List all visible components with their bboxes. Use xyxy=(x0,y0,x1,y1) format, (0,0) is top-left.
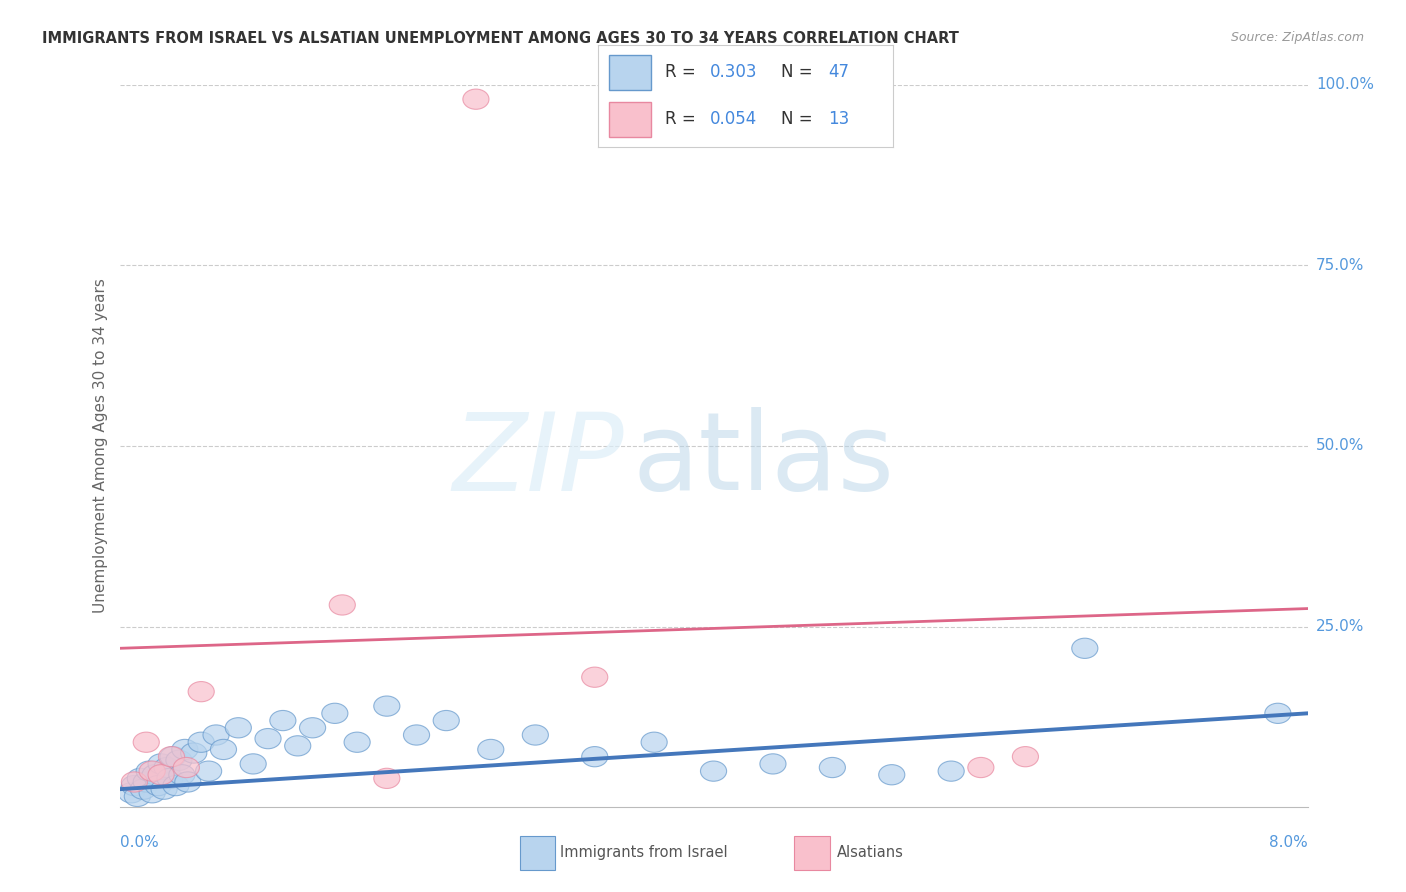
Ellipse shape xyxy=(136,761,162,781)
Text: Alsatians: Alsatians xyxy=(837,846,904,860)
Ellipse shape xyxy=(1071,638,1098,658)
Ellipse shape xyxy=(159,747,184,767)
Ellipse shape xyxy=(188,732,214,752)
Text: 13: 13 xyxy=(828,111,849,128)
Ellipse shape xyxy=(211,739,236,760)
Text: ZIP: ZIP xyxy=(453,408,624,513)
Ellipse shape xyxy=(270,710,295,731)
Ellipse shape xyxy=(202,725,229,745)
Ellipse shape xyxy=(139,782,166,803)
Ellipse shape xyxy=(139,761,166,781)
Ellipse shape xyxy=(404,725,430,745)
Y-axis label: Unemployment Among Ages 30 to 34 years: Unemployment Among Ages 30 to 34 years xyxy=(93,278,108,614)
FancyBboxPatch shape xyxy=(609,55,651,90)
Ellipse shape xyxy=(155,757,180,778)
Text: Immigrants from Israel: Immigrants from Israel xyxy=(560,846,727,860)
Text: 47: 47 xyxy=(828,63,849,81)
Ellipse shape xyxy=(700,761,727,781)
Ellipse shape xyxy=(145,775,172,796)
Text: 50.0%: 50.0% xyxy=(1316,439,1364,453)
Ellipse shape xyxy=(181,743,207,764)
Text: 75.0%: 75.0% xyxy=(1316,258,1364,273)
Ellipse shape xyxy=(254,729,281,748)
Ellipse shape xyxy=(173,757,200,778)
Ellipse shape xyxy=(582,667,607,688)
Ellipse shape xyxy=(150,779,177,799)
Ellipse shape xyxy=(148,754,174,774)
Text: atlas: atlas xyxy=(633,408,894,514)
Ellipse shape xyxy=(174,772,201,792)
Ellipse shape xyxy=(166,750,193,771)
Text: IMMIGRANTS FROM ISRAEL VS ALSATIAN UNEMPLOYMENT AMONG AGES 30 TO 34 YEARS CORREL: IMMIGRANTS FROM ISRAEL VS ALSATIAN UNEMP… xyxy=(42,31,959,46)
Ellipse shape xyxy=(284,736,311,756)
Ellipse shape xyxy=(124,787,150,806)
Ellipse shape xyxy=(131,779,156,799)
Ellipse shape xyxy=(127,768,153,789)
Text: R =: R = xyxy=(665,111,702,128)
Text: R =: R = xyxy=(665,63,702,81)
Ellipse shape xyxy=(879,764,905,785)
Ellipse shape xyxy=(225,718,252,738)
Ellipse shape xyxy=(433,710,460,731)
Ellipse shape xyxy=(938,761,965,781)
Ellipse shape xyxy=(299,718,326,738)
Ellipse shape xyxy=(169,764,195,785)
Ellipse shape xyxy=(148,764,174,785)
Ellipse shape xyxy=(160,747,186,767)
Ellipse shape xyxy=(374,768,399,789)
Text: 0.0%: 0.0% xyxy=(120,835,159,850)
Ellipse shape xyxy=(172,739,198,760)
Ellipse shape xyxy=(121,775,148,796)
Text: Source: ZipAtlas.com: Source: ZipAtlas.com xyxy=(1230,31,1364,45)
Ellipse shape xyxy=(195,761,222,781)
Ellipse shape xyxy=(163,775,188,796)
Ellipse shape xyxy=(157,768,183,789)
Text: 8.0%: 8.0% xyxy=(1268,835,1308,850)
FancyBboxPatch shape xyxy=(609,102,651,137)
Text: 100.0%: 100.0% xyxy=(1316,78,1374,92)
Ellipse shape xyxy=(329,595,356,615)
Ellipse shape xyxy=(478,739,503,760)
Ellipse shape xyxy=(759,754,786,774)
Ellipse shape xyxy=(134,732,159,752)
Ellipse shape xyxy=(374,696,399,716)
Ellipse shape xyxy=(522,725,548,745)
Ellipse shape xyxy=(344,732,370,752)
Text: 25.0%: 25.0% xyxy=(1316,619,1364,634)
Ellipse shape xyxy=(118,782,145,803)
Ellipse shape xyxy=(134,772,159,792)
Ellipse shape xyxy=(967,757,994,778)
Ellipse shape xyxy=(142,764,169,785)
Ellipse shape xyxy=(641,732,668,752)
Ellipse shape xyxy=(188,681,214,702)
Ellipse shape xyxy=(1265,703,1291,723)
Text: N =: N = xyxy=(780,63,817,81)
Ellipse shape xyxy=(240,754,266,774)
Text: 0.303: 0.303 xyxy=(710,63,758,81)
Ellipse shape xyxy=(1012,747,1039,767)
Ellipse shape xyxy=(463,89,489,110)
Text: N =: N = xyxy=(780,111,817,128)
Ellipse shape xyxy=(121,772,148,792)
Text: 0.054: 0.054 xyxy=(710,111,756,128)
Ellipse shape xyxy=(582,747,607,767)
Ellipse shape xyxy=(322,703,347,723)
Ellipse shape xyxy=(820,757,845,778)
